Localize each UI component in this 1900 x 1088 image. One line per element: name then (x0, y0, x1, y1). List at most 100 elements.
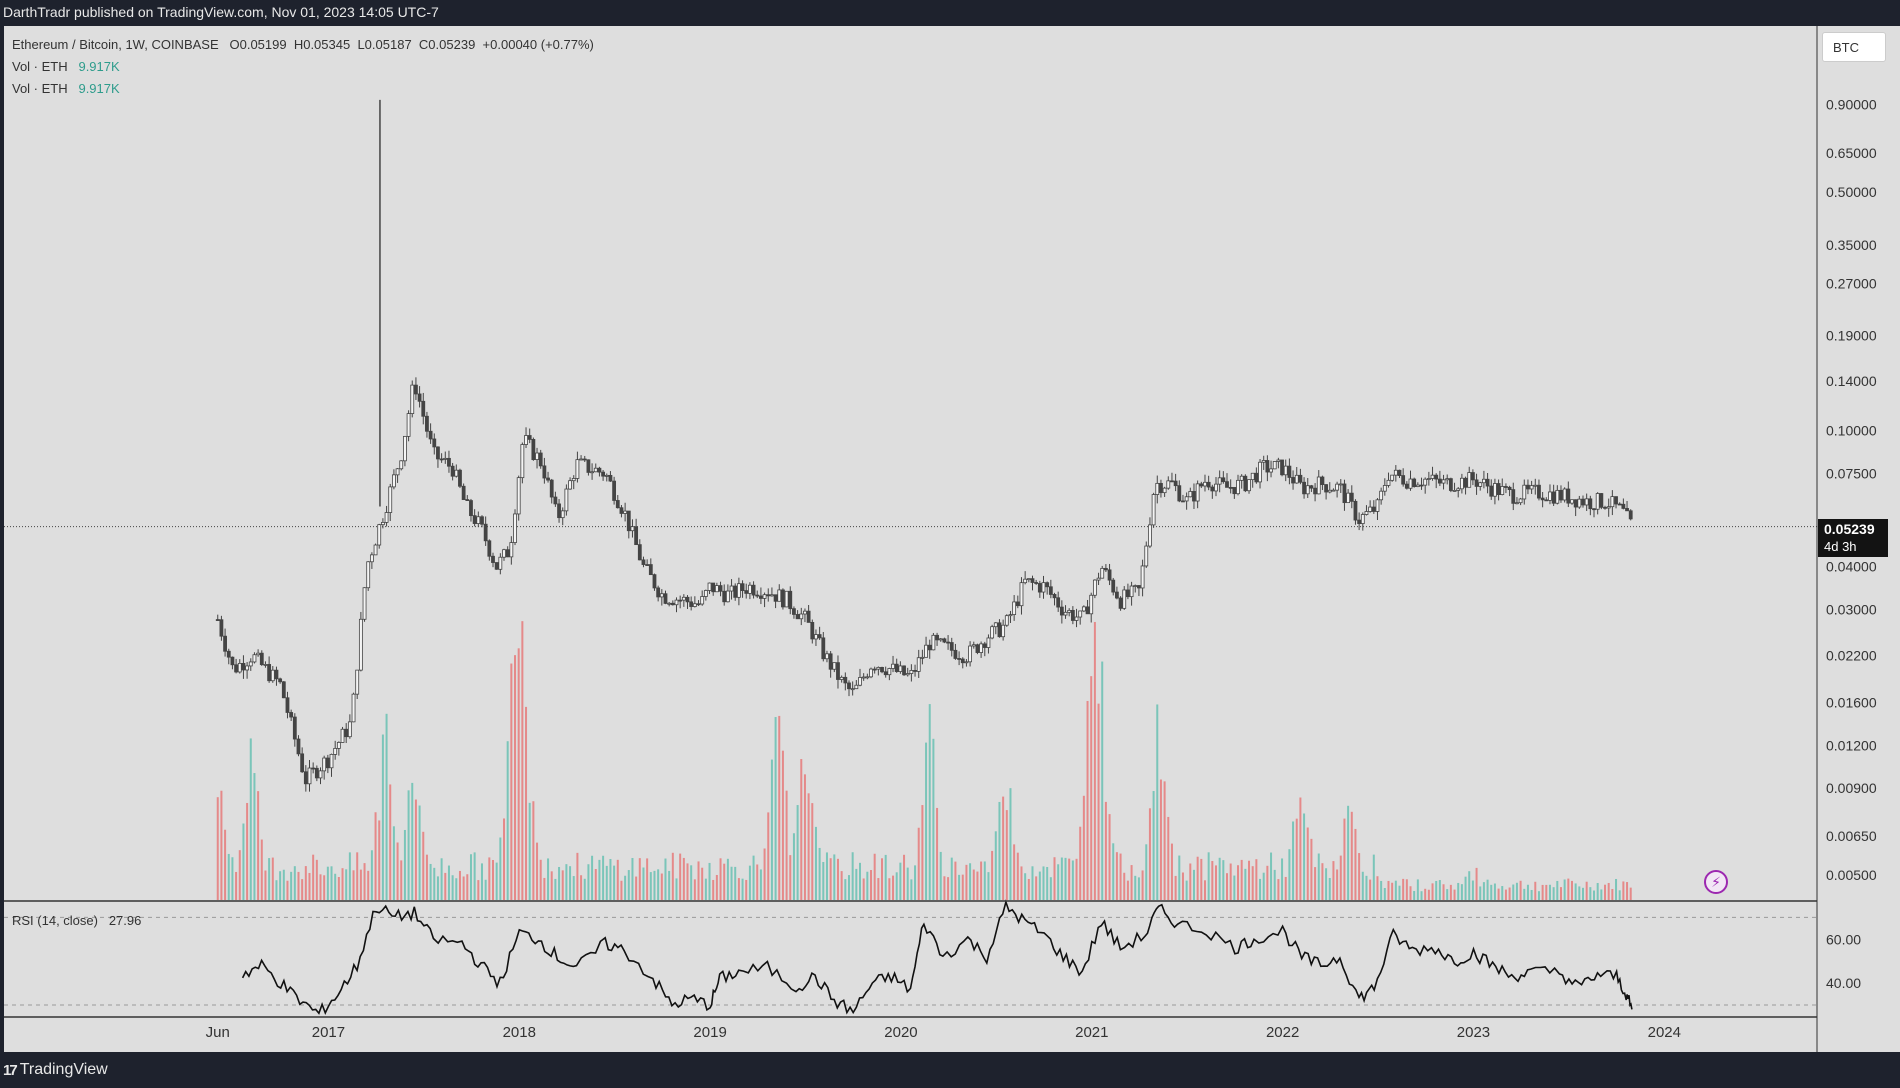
volume-bar (1167, 816, 1170, 900)
volume-bar (1589, 887, 1592, 900)
candle-body (1129, 585, 1134, 598)
volume-bar (1622, 881, 1625, 900)
candle-body (692, 603, 697, 607)
candle-body (355, 669, 360, 695)
volume-bar (1464, 876, 1467, 900)
price-tick-label: 0.00900 (1826, 780, 1877, 796)
candle-body (1287, 465, 1292, 478)
volume-bar (840, 871, 843, 900)
candle-body (781, 589, 785, 608)
candle-body (303, 771, 308, 785)
volume-bar (1082, 795, 1085, 900)
price-tick-label: 0.04000 (1826, 559, 1877, 575)
volume-bar (1181, 872, 1184, 900)
volume-bar (829, 858, 832, 900)
volume-bar (374, 812, 377, 900)
candle-body (395, 468, 400, 476)
candle-body (1276, 459, 1281, 462)
volume-bar (308, 872, 311, 900)
chart-canvas[interactable]: 0.90000 0.65000 0.50000 0.35000 0.27000 0.190… (0, 26, 1900, 1052)
price-scale-unit-button[interactable]: BTC (1822, 32, 1886, 62)
candle-body (982, 643, 987, 648)
volume-bar (605, 865, 608, 900)
price-tick-label: 0.27000 (1826, 275, 1877, 291)
candle-body (325, 757, 330, 769)
candle-body (531, 439, 536, 460)
candle-body (289, 712, 294, 718)
candle-body (1386, 479, 1391, 486)
volume-bar (1438, 880, 1441, 900)
volume-bar (1317, 853, 1320, 900)
candle-body (237, 662, 242, 673)
candle-body (1034, 582, 1039, 584)
volume-bar (275, 880, 278, 900)
main-pane[interactable] (4, 99, 1817, 792)
candle-body (564, 488, 569, 512)
candle-body (1537, 484, 1541, 499)
volume-bar (1449, 884, 1452, 900)
volume-bar (976, 871, 979, 900)
volume-bar (1277, 879, 1280, 900)
candle-body (524, 435, 528, 445)
candle-body (1067, 609, 1072, 613)
volume-bar (1292, 821, 1295, 900)
tradingview-logo-icon: 17 (3, 1061, 18, 1079)
volume-bar (1519, 880, 1522, 900)
candle-body (1203, 481, 1207, 487)
candle-body (722, 590, 727, 603)
volume-bar (1141, 870, 1144, 900)
volume-bar (910, 879, 913, 900)
candle-body (1493, 483, 1497, 497)
price-tick-label: 0.14000 (1826, 373, 1877, 389)
volume-bar (1314, 867, 1317, 900)
volume-bar (385, 713, 388, 900)
volume-bar (1295, 818, 1298, 900)
candle-body (663, 593, 668, 604)
volume-bar (1336, 869, 1339, 900)
candle-body (527, 435, 532, 440)
candle-body (340, 728, 345, 743)
volume-bar (1123, 872, 1126, 900)
volume-bar (1148, 808, 1151, 900)
volume-bar (954, 861, 957, 900)
candle-body (1192, 491, 1196, 502)
volume-bar (326, 866, 329, 900)
candle-body (1353, 500, 1358, 521)
candle-body (1426, 478, 1431, 480)
volume-bar (1431, 883, 1434, 900)
candle-body (861, 676, 866, 679)
candle-body (223, 635, 227, 652)
candle-body (659, 593, 664, 598)
volume-bar (624, 875, 627, 900)
volume-bar (947, 877, 950, 900)
candle-body (307, 767, 312, 785)
candle-body (979, 643, 984, 653)
volume-bar (928, 704, 931, 900)
candle-body (579, 458, 583, 461)
volume-bar (664, 858, 667, 900)
candle-body (1004, 615, 1009, 626)
price-tick-label: 0.65000 (1826, 145, 1877, 161)
volume-bar (1501, 886, 1504, 900)
alert-bolt-icon[interactable]: ⚡ (1704, 870, 1728, 894)
candle-body (1511, 489, 1516, 504)
candle-body (1137, 585, 1141, 589)
volume-bar (312, 854, 315, 900)
candle-body (828, 653, 833, 670)
volume-bar (491, 859, 494, 900)
candle-body (938, 638, 943, 641)
volume-bar (792, 833, 795, 900)
volume-bar (899, 862, 902, 900)
candle-body (1434, 474, 1439, 480)
volume-bar (1027, 878, 1030, 900)
candle-body (469, 500, 473, 517)
candle-body (1247, 479, 1251, 492)
rsi-pane[interactable] (4, 899, 1817, 1015)
candle-body (1364, 511, 1369, 515)
volume-bar (1504, 889, 1507, 900)
candle-body (916, 657, 921, 672)
candle-body (1107, 569, 1112, 581)
volume-bar (1071, 860, 1074, 900)
candle-body (1195, 483, 1200, 502)
tradingview-brand[interactable]: 17 TradingView (3, 1061, 108, 1079)
